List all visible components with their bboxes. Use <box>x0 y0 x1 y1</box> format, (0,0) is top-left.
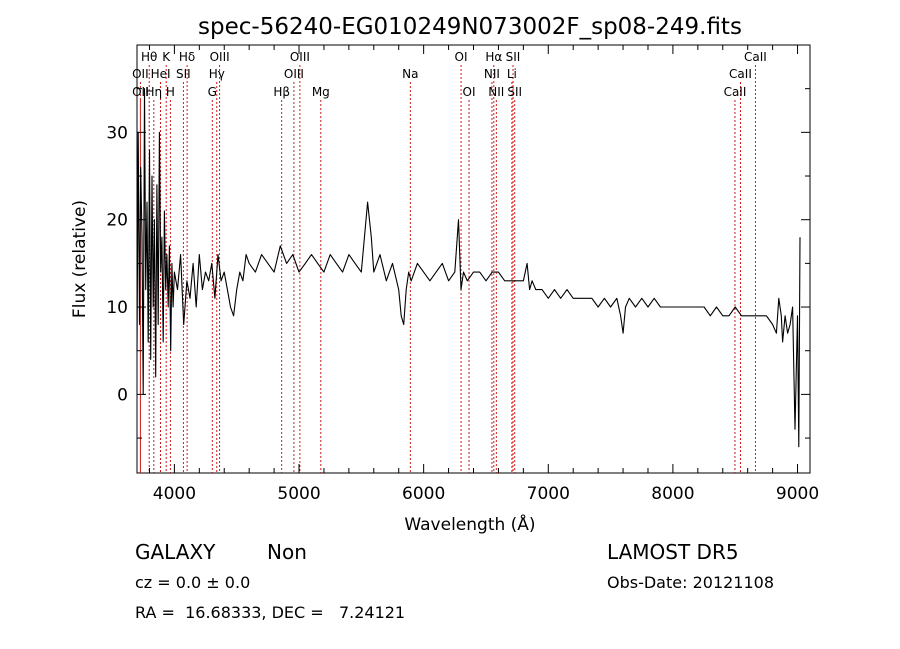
spectral-line-label: Hβ <box>273 85 290 99</box>
spectral-line-label: OI <box>455 50 468 64</box>
survey-name: LAMOST DR5 <box>607 540 739 564</box>
x-tick-label: 7000 <box>527 484 570 504</box>
x-axis: 4000 5000 6000 7000 8000 9000 <box>148 45 819 504</box>
redshift-cz: cz = 0.0 ± 0.0 <box>135 573 251 592</box>
spectral-line-markers <box>139 65 756 473</box>
spectral-line-label: K <box>162 50 171 64</box>
spectral-line-label: OIII <box>210 50 230 64</box>
x-tick-label: 9000 <box>776 484 819 504</box>
spectral-line-label: Hδ <box>179 50 195 64</box>
x-tick-label: 5000 <box>277 484 320 504</box>
spectral-line-label: Hα <box>485 50 502 64</box>
spectral-line-label: SII <box>176 67 191 81</box>
y-axis-label: Flux (relative) <box>70 200 90 318</box>
spectral-line-label: OIII <box>290 50 310 64</box>
plot-frame <box>136 44 811 474</box>
y-axis: 0 10 20 30 <box>106 88 810 439</box>
y-tick-label: 10 <box>106 298 128 318</box>
coordinates: RA = 16.68333, DEC = 7.24121 <box>135 603 406 622</box>
x-tick-label: 6000 <box>402 484 445 504</box>
spectral-line-label: OII <box>132 67 149 81</box>
spectral-line-label: Na <box>402 67 418 81</box>
y-tick-label: 30 <box>106 123 128 143</box>
x-tick-label: 4000 <box>153 484 196 504</box>
spectral-line-label: NII <box>484 67 500 81</box>
spectral-line-label: Hη <box>146 85 163 99</box>
spectral-line-label: Mg <box>312 85 330 99</box>
spectrum-line <box>136 88 801 448</box>
spectral-line-label: OIII <box>284 67 304 81</box>
spectral-line-label: CaII <box>724 85 747 99</box>
y-tick-label: 20 <box>106 211 128 231</box>
spectral-line-label: NII <box>488 85 504 99</box>
spectral-line-label: G <box>208 85 217 99</box>
spectral-line-label: CaII <box>744 50 767 64</box>
observation-date: Obs-Date: 20121108 <box>607 573 775 592</box>
spectral-line-label: OI <box>463 85 476 99</box>
spectral-line-label: SII <box>506 50 521 64</box>
spectral-line-label: Hθ <box>141 50 157 64</box>
object-subclass: Non <box>267 540 307 564</box>
chart-title: spec-56240-EG010249N073002F_sp08-249.fit… <box>198 14 742 40</box>
object-class: GALAXY <box>135 540 216 564</box>
spectral-line-label: Hγ <box>209 67 225 81</box>
spectral-line-label: CaII <box>729 67 752 81</box>
y-tick-label: 0 <box>117 385 128 405</box>
spectral-line-label: HeI <box>151 67 171 81</box>
x-axis-label: Wavelength (Å) <box>404 513 535 535</box>
spectral-line-label: Li <box>507 67 517 81</box>
spectral-line-label: H <box>166 85 175 99</box>
x-tick-label: 8000 <box>651 484 694 504</box>
spectral-line-label: SII <box>507 85 522 99</box>
